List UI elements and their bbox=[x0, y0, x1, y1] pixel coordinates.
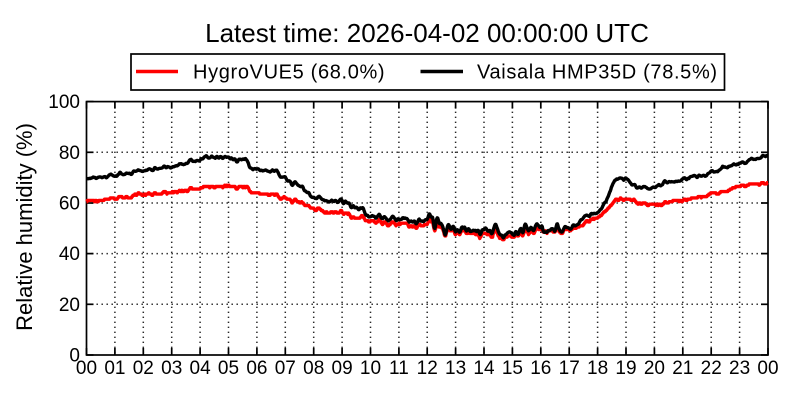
svg-text:80: 80 bbox=[59, 143, 80, 164]
svg-text:13: 13 bbox=[445, 358, 466, 379]
svg-text:01: 01 bbox=[104, 358, 125, 379]
svg-text:12: 12 bbox=[417, 358, 438, 379]
svg-text:09: 09 bbox=[332, 358, 353, 379]
svg-text:08: 08 bbox=[303, 358, 324, 379]
svg-text:04: 04 bbox=[190, 358, 212, 379]
svg-text:14: 14 bbox=[473, 358, 495, 379]
svg-text:20: 20 bbox=[59, 295, 80, 316]
svg-text:10: 10 bbox=[360, 358, 381, 379]
svg-text:100: 100 bbox=[48, 92, 80, 113]
svg-text:Relative humidity (%): Relative humidity (%) bbox=[12, 123, 37, 331]
svg-text:Vaisala HMP35D (78.5%): Vaisala HMP35D (78.5%) bbox=[477, 62, 718, 84]
svg-text:22: 22 bbox=[701, 358, 722, 379]
svg-text:40: 40 bbox=[59, 244, 80, 265]
svg-text:03: 03 bbox=[161, 358, 182, 379]
svg-text:06: 06 bbox=[246, 358, 267, 379]
svg-text:00: 00 bbox=[757, 358, 778, 379]
svg-text:17: 17 bbox=[559, 358, 580, 379]
svg-text:02: 02 bbox=[133, 358, 154, 379]
svg-text:20: 20 bbox=[644, 358, 665, 379]
svg-text:15: 15 bbox=[502, 358, 523, 379]
svg-text:18: 18 bbox=[587, 358, 608, 379]
svg-text:60: 60 bbox=[59, 194, 80, 215]
svg-text:11: 11 bbox=[389, 358, 409, 379]
svg-text:16: 16 bbox=[530, 358, 551, 379]
svg-text:21: 21 bbox=[672, 358, 693, 379]
svg-text:19: 19 bbox=[615, 358, 636, 379]
svg-text:00: 00 bbox=[76, 358, 97, 379]
svg-text:23: 23 bbox=[729, 358, 750, 379]
svg-text:HygroVUE5 (68.0%): HygroVUE5 (68.0%) bbox=[193, 62, 385, 84]
svg-text:05: 05 bbox=[218, 358, 239, 379]
svg-text:07: 07 bbox=[275, 358, 296, 379]
svg-text:0: 0 bbox=[69, 346, 80, 367]
svg-text:Latest time: 2026-04-02 00:00:: Latest time: 2026-04-02 00:00:00 UTC bbox=[205, 18, 649, 48]
